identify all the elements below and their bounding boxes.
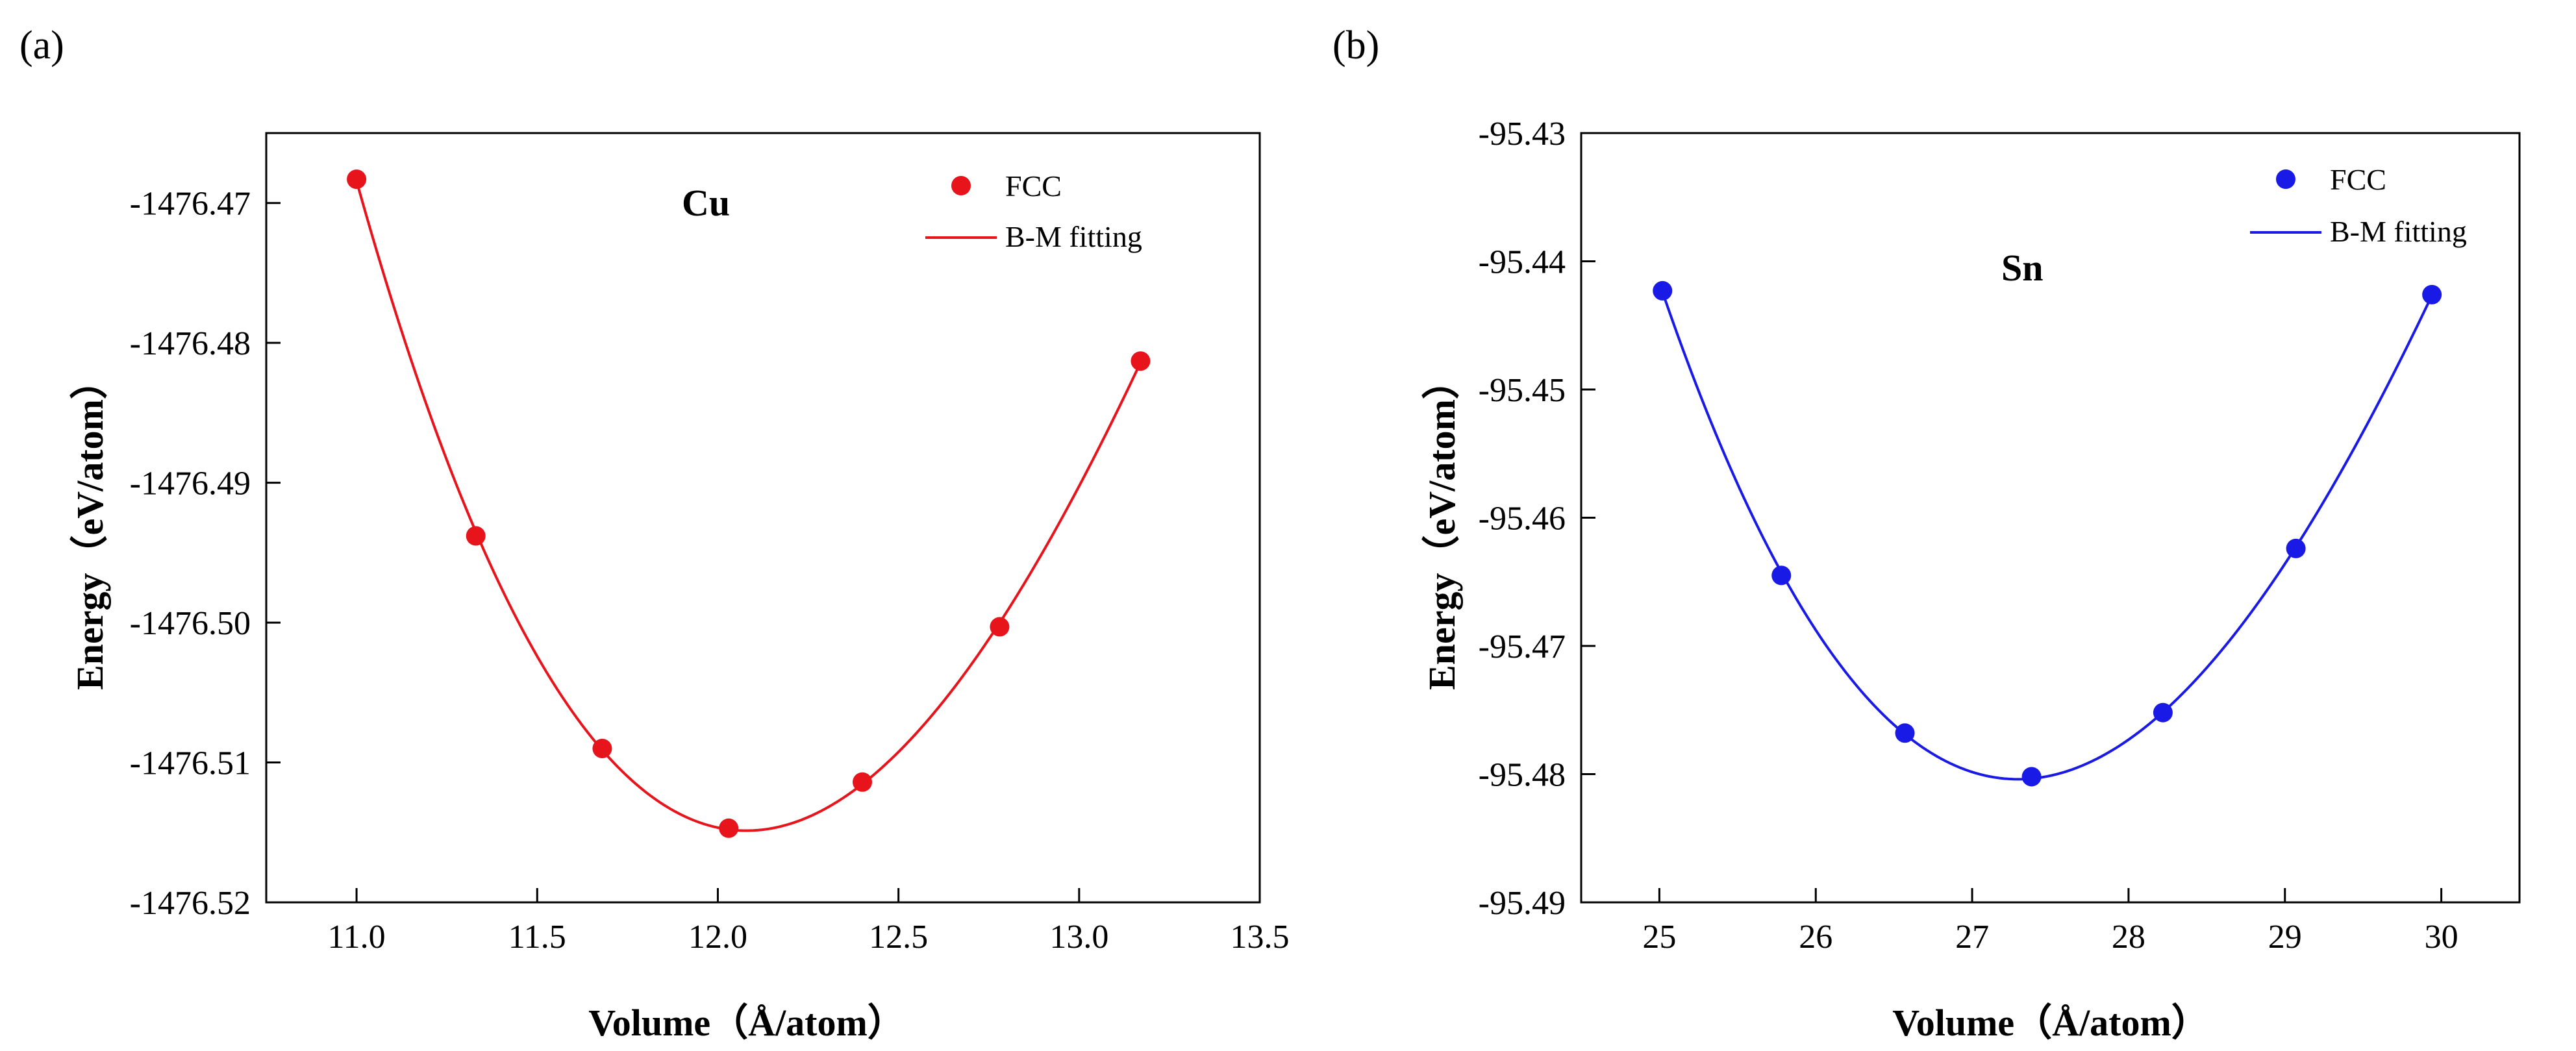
x-tick-label: 27 [1955, 919, 1989, 956]
y-axis-label: Energy（eV/atom） [1421, 362, 1463, 690]
x-tick-label: 29 [2268, 919, 2302, 956]
fcc-data-point [592, 739, 612, 758]
fcc-data-point [1131, 351, 1151, 371]
plot-frame [265, 132, 1261, 904]
y-tick-label: -95.43 [1479, 116, 1566, 153]
fcc-data-point [2021, 767, 2042, 787]
panel-sn: (b) Sn Volume（Å/atom） Energy（eV/atom） FC… [1332, 23, 2521, 1044]
panel-label-b: (b) [1332, 23, 1379, 68]
bm-fitting-line [355, 180, 1142, 832]
y-tick-label: -1476.50 [130, 605, 251, 642]
fcc-data-point [347, 169, 367, 190]
bm-fitting-line [1661, 291, 2433, 781]
x-tick-label: 26 [1799, 919, 1832, 956]
legend-label-fcc: FCC [1005, 169, 1062, 203]
x-tick-label: 11.5 [508, 919, 566, 956]
x-axis-label: Volume（Å/atom） [588, 1002, 905, 1044]
y-tick-label: -95.46 [1479, 501, 1566, 538]
plot-frame [1580, 132, 2521, 904]
y-tick-label: -95.49 [1479, 885, 1566, 922]
legend-label-bm-fitting: B-M fitting [1005, 220, 1142, 253]
x-tick-label: 12.5 [869, 919, 928, 956]
x-tick-label: 12.0 [688, 919, 747, 956]
y-tick-label: -1476.51 [130, 745, 251, 782]
x-tick-label: 30 [2425, 919, 2458, 956]
x-tick-label: 11.0 [328, 919, 386, 956]
fcc-data-point [466, 526, 486, 546]
legend-marker-fcc [951, 176, 971, 195]
panel-label-a: (a) [19, 23, 64, 68]
legend-marker-fcc [2276, 169, 2295, 189]
x-tick-label: 13.5 [1231, 919, 1290, 956]
x-tick-label: 25 [1642, 919, 1676, 956]
legend-label-fcc: FCC [2330, 163, 2386, 196]
y-tick-label: -1476.48 [130, 325, 251, 362]
y-tick-label: -1476.47 [130, 186, 251, 223]
fcc-data-point [1895, 723, 1915, 743]
fcc-data-point [2422, 284, 2442, 304]
element-label-sn: Sn [2001, 247, 2044, 289]
fcc-data-point [2286, 538, 2306, 558]
element-label-cu: Cu [682, 182, 730, 224]
fcc-data-point [2153, 702, 2173, 723]
panel-cu: (a) Cu Volume（Å/atom） Energy（eV/atom） FC… [19, 23, 1290, 1044]
y-tick-label: -95.47 [1479, 628, 1566, 665]
y-tick-label: -95.45 [1479, 372, 1566, 409]
x-axis-label: Volume（Å/atom） [1892, 1002, 2209, 1044]
fcc-data-point [1771, 565, 1792, 586]
y-tick-label: -1476.52 [130, 885, 251, 922]
x-tick-label: 13.0 [1049, 919, 1108, 956]
legend-label-bm-fitting: B-M fitting [2330, 215, 2467, 248]
fcc-data-point [853, 772, 872, 792]
x-tick-label: 28 [2112, 919, 2145, 956]
fcc-data-point [1653, 280, 1673, 301]
y-tick-label: -95.48 [1479, 757, 1566, 794]
y-tick-label: -1476.49 [130, 465, 251, 502]
fcc-data-point [719, 818, 739, 838]
y-tick-label: -95.44 [1479, 244, 1566, 281]
fcc-data-point [990, 617, 1010, 637]
y-axis-label: Energy（eV/atom） [69, 362, 111, 690]
